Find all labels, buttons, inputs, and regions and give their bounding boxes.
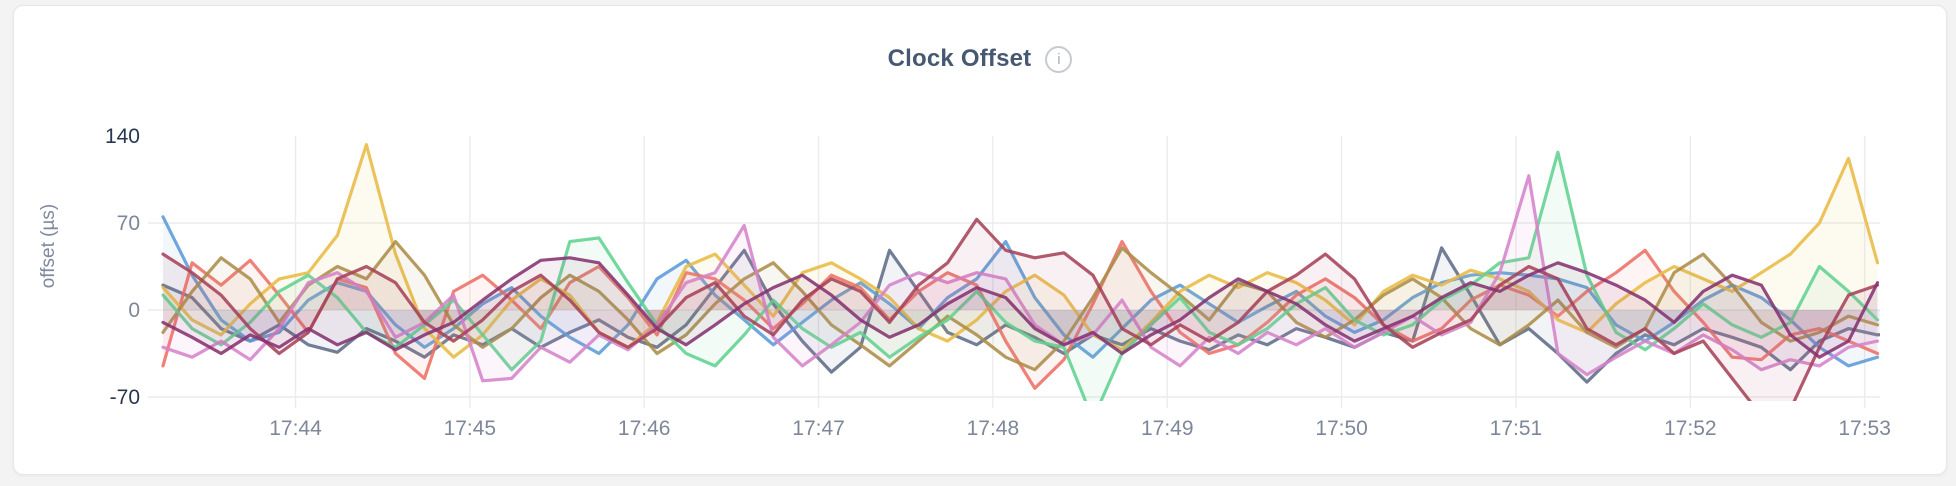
x-tick-label: 17:46 xyxy=(618,417,671,440)
chart-title: Clock Offset xyxy=(887,45,1032,72)
y-axis-title: offset (µs) xyxy=(38,204,59,289)
info-icon-glyph: i xyxy=(1057,50,1061,68)
series-line-series-5[interactable] xyxy=(161,240,1880,372)
x-tick-label: 17:50 xyxy=(1315,417,1368,440)
y-tick-label: 140 xyxy=(105,125,140,148)
series-area-series-6 xyxy=(163,152,1878,401)
chart-header: Clock Offset i xyxy=(14,42,1946,76)
x-tick-label: 17:52 xyxy=(1664,417,1717,440)
x-tick-label: 17:45 xyxy=(444,417,497,440)
x-tick-label: 17:44 xyxy=(269,417,322,440)
series-line-series-8[interactable] xyxy=(161,217,1880,415)
x-tick-label: 17:48 xyxy=(967,417,1020,440)
series-line-series-9[interactable] xyxy=(161,256,1880,359)
series-line-series-7[interactable] xyxy=(161,174,1880,383)
x-tick-label: 17:51 xyxy=(1490,417,1543,440)
series-line-series-4[interactable] xyxy=(161,143,1880,359)
x-tick-label: 17:49 xyxy=(1141,417,1194,440)
series-area-series-9 xyxy=(163,257,1878,358)
y-tick-label: -70 xyxy=(110,386,140,409)
series-line-series-6[interactable] xyxy=(161,150,1880,419)
y-tick-label: 70 xyxy=(117,212,140,235)
series-line-series-2[interactable] xyxy=(161,215,1880,368)
x-tick-label: 17:53 xyxy=(1838,417,1891,440)
x-tick-label: 17:47 xyxy=(792,417,845,440)
info-icon[interactable]: i xyxy=(1045,45,1073,73)
series-line-series-1[interactable] xyxy=(161,246,1907,384)
y-tick-label: 0 xyxy=(128,299,140,322)
series-area-series-2 xyxy=(163,216,1878,366)
series-area-series-5 xyxy=(163,241,1878,370)
